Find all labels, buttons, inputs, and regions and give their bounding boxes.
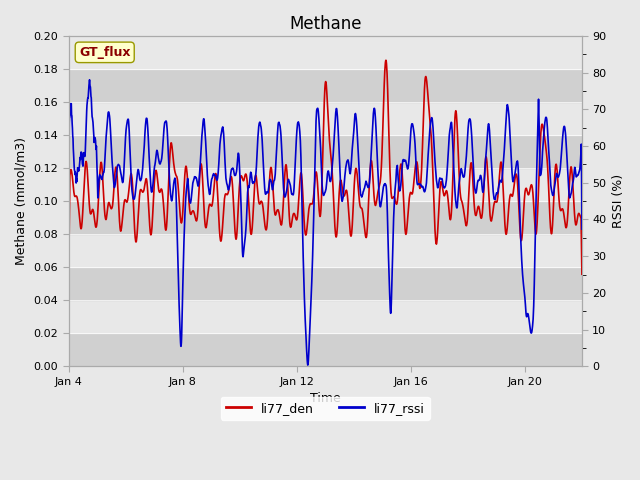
li77_den <box>277 221 285 227</box>
Bar <box>68 333 582 366</box>
li77_den <box>257 199 264 205</box>
li77_den <box>94 204 102 209</box>
Title: Methane: Methane <box>289 15 362 33</box>
li77_rssi <box>95 186 102 192</box>
li77_rssi <box>257 124 265 130</box>
Bar <box>68 267 582 300</box>
li77_rssi <box>86 77 93 83</box>
li77_rssi <box>175 283 182 289</box>
Text: GT_flux: GT_flux <box>79 46 131 59</box>
Bar <box>68 36 582 69</box>
li77_den <box>275 207 282 213</box>
li77_rssi <box>578 226 586 232</box>
Bar <box>68 234 582 267</box>
Bar <box>68 102 582 135</box>
Legend: li77_den, li77_rssi: li77_den, li77_rssi <box>221 396 429 420</box>
Bar <box>68 300 582 333</box>
li77_den <box>578 271 586 277</box>
Line: li77_den: li77_den <box>68 60 582 275</box>
li77_den <box>415 183 423 189</box>
Line: li77_rssi: li77_rssi <box>68 80 582 365</box>
Y-axis label: Methane (mmol/m3): Methane (mmol/m3) <box>15 137 28 265</box>
li77_rssi <box>65 220 72 226</box>
Bar <box>68 201 582 234</box>
Bar <box>68 69 582 102</box>
li77_rssi <box>277 132 285 138</box>
li77_rssi <box>304 362 312 368</box>
Bar <box>68 168 582 201</box>
li77_rssi <box>416 181 424 187</box>
Y-axis label: RSSI (%): RSSI (%) <box>612 174 625 228</box>
li77_rssi <box>275 120 282 126</box>
li77_den <box>382 58 390 63</box>
Bar <box>68 135 582 168</box>
li77_den <box>175 185 182 191</box>
li77_den <box>65 272 72 277</box>
X-axis label: Time: Time <box>310 392 340 405</box>
